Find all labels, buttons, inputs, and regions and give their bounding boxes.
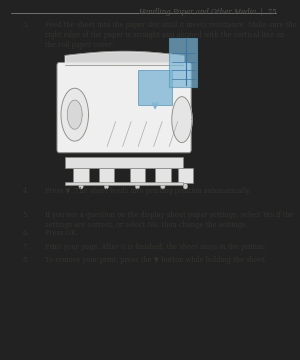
Text: the roll paper cover.: the roll paper cover. <box>45 41 113 49</box>
Circle shape <box>135 184 140 189</box>
Text: Print your page. After it is finished, the sheet stays in the printer.: Print your page. After it is finished, t… <box>45 243 266 251</box>
Text: 5.: 5. <box>22 211 29 219</box>
Text: 3.: 3. <box>22 21 29 29</box>
Text: 4.: 4. <box>22 187 29 195</box>
Circle shape <box>79 184 83 189</box>
Circle shape <box>183 184 188 189</box>
Text: If you see a question on the display about paper settings, select Yes if the: If you see a question on the display abo… <box>45 211 294 219</box>
Bar <box>138 70 172 105</box>
Bar <box>155 167 171 184</box>
FancyBboxPatch shape <box>57 62 191 153</box>
Text: settings are correct, or select No, then change the settings.: settings are correct, or select No, then… <box>45 221 248 229</box>
Bar <box>99 167 114 184</box>
Bar <box>130 167 145 184</box>
Polygon shape <box>172 97 192 143</box>
Polygon shape <box>67 100 82 129</box>
Text: To remove your print, press the ▼ button while holding the sheet.: To remove your print, press the ▼ button… <box>45 256 267 264</box>
Text: 8.: 8. <box>22 256 29 264</box>
Text: Press OK.: Press OK. <box>45 229 78 237</box>
Text: Feed the sheet into the paper slot until it meets resistance. Make sure the: Feed the sheet into the paper slot until… <box>45 21 297 29</box>
Circle shape <box>160 184 165 189</box>
Bar <box>73 167 89 184</box>
Text: 7.: 7. <box>22 243 29 251</box>
Text: Handling Paper and Other Media  |  75: Handling Paper and Other Media | 75 <box>138 8 276 16</box>
Text: 6.: 6. <box>22 229 29 237</box>
Bar <box>178 167 193 184</box>
Polygon shape <box>61 88 88 141</box>
Bar <box>169 37 197 87</box>
Text: Press ▼. The sheet feeds into printing position automatically.: Press ▼. The sheet feeds into printing p… <box>45 187 251 195</box>
Text: right edge of the paper is straight and aligned with the vertical line on: right edge of the paper is straight and … <box>45 31 284 39</box>
Bar <box>65 183 183 185</box>
Bar <box>65 157 183 167</box>
Circle shape <box>104 184 109 189</box>
